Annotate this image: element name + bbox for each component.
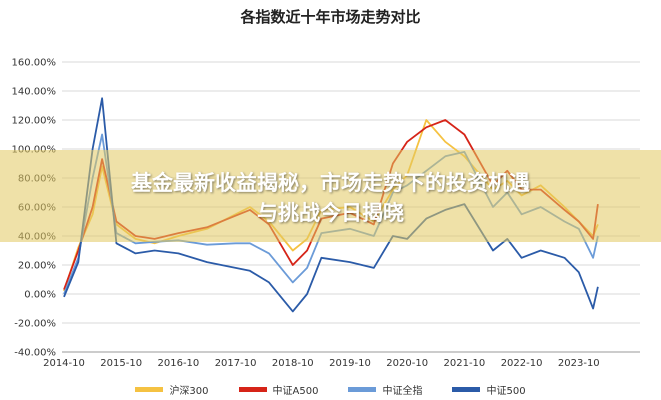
y-tick-label: 0.00% <box>24 290 56 301</box>
x-tick-label: 2023-10 <box>558 358 600 369</box>
legend-swatch <box>348 387 377 392</box>
y-tick-label: 20.00% <box>18 261 56 272</box>
legend-item: 中证A500 <box>238 382 319 397</box>
y-tick-label: 140.00% <box>12 87 57 98</box>
x-tick-label: 2020-10 <box>386 358 428 369</box>
legend-item: 沪深300 <box>135 382 209 397</box>
chart-legend: 沪深300 中证A500 中证全指 中证500 <box>0 382 661 397</box>
overlay-headline-line1: 基金最新收益揭秘，市场走势下的投资机遇 <box>131 171 530 195</box>
y-tick-label: -20.00% <box>14 319 56 330</box>
legend-label: 中证全指 <box>382 386 423 397</box>
x-tick-label: 2016-10 <box>158 358 200 369</box>
legend-label: 中证A500 <box>272 386 319 397</box>
x-tick-label: 2017-10 <box>215 358 257 369</box>
x-tick-label: 2022-10 <box>501 358 543 369</box>
x-tick-label: 2018-10 <box>272 358 314 369</box>
overlay-banner <box>0 150 661 242</box>
y-tick-label: 120.00% <box>12 116 57 127</box>
x-tick-label: 2014-10 <box>43 358 85 369</box>
chart-title: 各指数近十年市场走势对比 <box>240 8 421 26</box>
x-axis-ticks: 2014-10 2015-10 2016-10 2017-10 2018-10 2019-… <box>43 351 640 369</box>
y-tick-label: -40.00% <box>14 348 56 359</box>
legend-swatch <box>135 387 164 392</box>
legend-swatch <box>238 387 267 392</box>
y-tick-label: 160.00% <box>12 58 57 69</box>
legend-item: 中证全指 <box>348 382 422 397</box>
x-tick-label: 2015-10 <box>100 358 142 369</box>
overlay-headline: 基金最新收益揭秘，市场走势下的投资机遇 与挑战今日揭晓 <box>0 168 661 228</box>
legend-item: 中证500 <box>452 382 526 397</box>
legend-swatch <box>452 387 481 392</box>
x-tick-label: 2019-10 <box>329 358 371 369</box>
overlay-headline-line2: 与挑战今日揭晓 <box>257 201 404 225</box>
series-line-中证500 <box>63 97 599 313</box>
x-tick-label: 2021-10 <box>444 358 486 369</box>
legend-label: 沪深300 <box>169 386 209 397</box>
legend-label: 中证500 <box>486 386 526 397</box>
